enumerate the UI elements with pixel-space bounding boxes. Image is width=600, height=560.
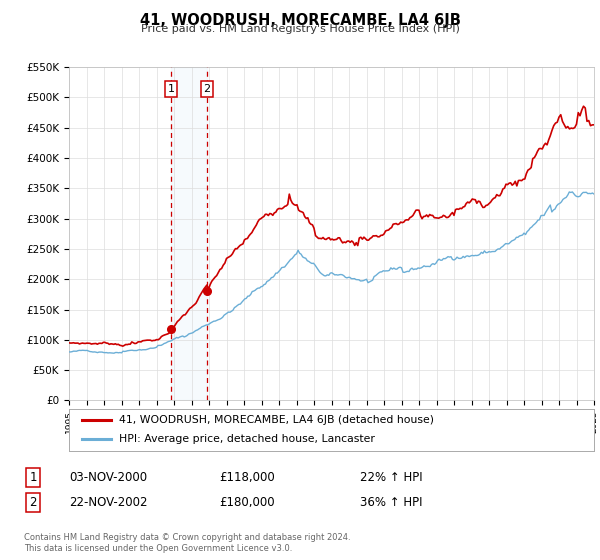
Text: 2: 2: [29, 496, 37, 509]
Text: 1: 1: [167, 84, 175, 94]
Text: 41, WOODRUSH, MORECAMBE, LA4 6JB (detached house): 41, WOODRUSH, MORECAMBE, LA4 6JB (detach…: [119, 415, 434, 425]
Text: 1: 1: [29, 470, 37, 484]
Text: 22% ↑ HPI: 22% ↑ HPI: [360, 470, 422, 484]
Bar: [171, 67, 207, 400]
Text: 03-NOV-2000: 03-NOV-2000: [69, 470, 147, 484]
Text: Price paid vs. HM Land Registry's House Price Index (HPI): Price paid vs. HM Land Registry's House …: [140, 24, 460, 34]
Text: 22-NOV-2002: 22-NOV-2002: [69, 496, 148, 509]
Text: £118,000: £118,000: [219, 470, 275, 484]
Text: 2: 2: [203, 84, 211, 94]
Text: Contains HM Land Registry data © Crown copyright and database right 2024.
This d: Contains HM Land Registry data © Crown c…: [24, 533, 350, 553]
Text: 41, WOODRUSH, MORECAMBE, LA4 6JB: 41, WOODRUSH, MORECAMBE, LA4 6JB: [140, 13, 460, 28]
Text: 36% ↑ HPI: 36% ↑ HPI: [360, 496, 422, 509]
Text: HPI: Average price, detached house, Lancaster: HPI: Average price, detached house, Lanc…: [119, 435, 375, 445]
Text: £180,000: £180,000: [219, 496, 275, 509]
